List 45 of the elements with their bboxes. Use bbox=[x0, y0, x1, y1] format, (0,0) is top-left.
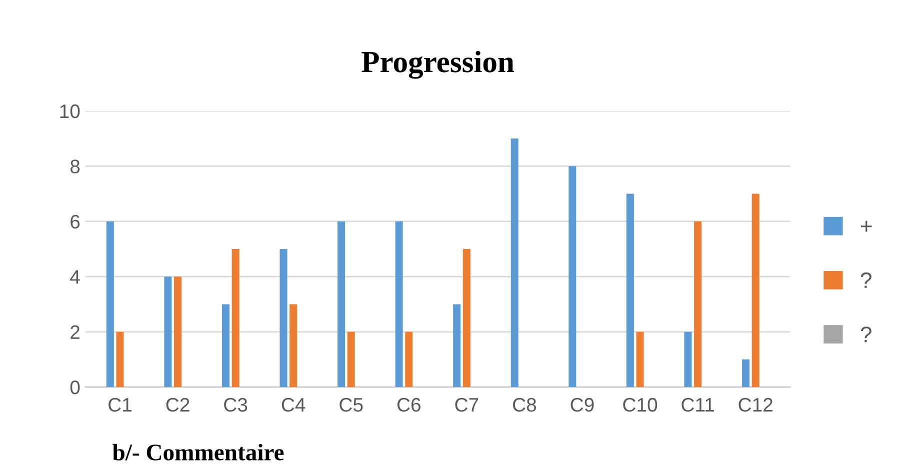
x-tick-label: C8 bbox=[513, 398, 536, 412]
x-tick-label: C12 bbox=[738, 398, 772, 412]
x-tick-label: C5 bbox=[340, 398, 363, 412]
bar bbox=[752, 194, 760, 388]
bar bbox=[510, 138, 518, 388]
bar bbox=[453, 304, 461, 388]
bar bbox=[106, 221, 114, 388]
x-tick-label: C1 bbox=[108, 398, 132, 412]
bar bbox=[568, 166, 576, 388]
bar bbox=[395, 221, 403, 388]
legend-label: ? bbox=[860, 272, 872, 288]
bar bbox=[684, 332, 692, 388]
bar bbox=[116, 332, 124, 388]
bar bbox=[222, 304, 230, 388]
x-tick-label: C2 bbox=[166, 398, 190, 412]
x-tick-label: C9 bbox=[570, 398, 594, 412]
bar bbox=[164, 276, 172, 388]
bar bbox=[232, 248, 240, 388]
bar bbox=[462, 248, 470, 388]
legend-label: + bbox=[860, 220, 872, 232]
bar bbox=[742, 359, 750, 388]
text: b/- Commentaire bbox=[112, 444, 284, 460]
x-tick-label: C11 bbox=[682, 398, 714, 412]
bar bbox=[636, 332, 644, 388]
x-tick-label: C7 bbox=[455, 398, 478, 412]
y-tick-label: 2 bbox=[70, 325, 80, 339]
y-tick-label: 0 bbox=[70, 380, 80, 394]
bar bbox=[405, 332, 413, 388]
bar bbox=[280, 248, 288, 388]
y-tick-label: 10 bbox=[60, 104, 80, 118]
bar bbox=[338, 221, 346, 388]
bar bbox=[347, 332, 355, 388]
bar bbox=[694, 221, 702, 388]
bar bbox=[626, 194, 634, 388]
bar bbox=[290, 304, 298, 388]
x-tick-label: C4 bbox=[282, 398, 306, 412]
x-tick-label: C6 bbox=[397, 398, 420, 412]
x-tick-label: C10 bbox=[623, 398, 658, 412]
bar bbox=[174, 276, 182, 388]
y-tick-label: 8 bbox=[70, 160, 80, 174]
chart-title: Progression bbox=[362, 50, 514, 79]
legend-label: ? bbox=[860, 326, 872, 342]
y-tick-label: 6 bbox=[70, 214, 80, 229]
x-tick-label: C3 bbox=[224, 398, 248, 412]
y-tick-label: 4 bbox=[70, 270, 80, 284]
